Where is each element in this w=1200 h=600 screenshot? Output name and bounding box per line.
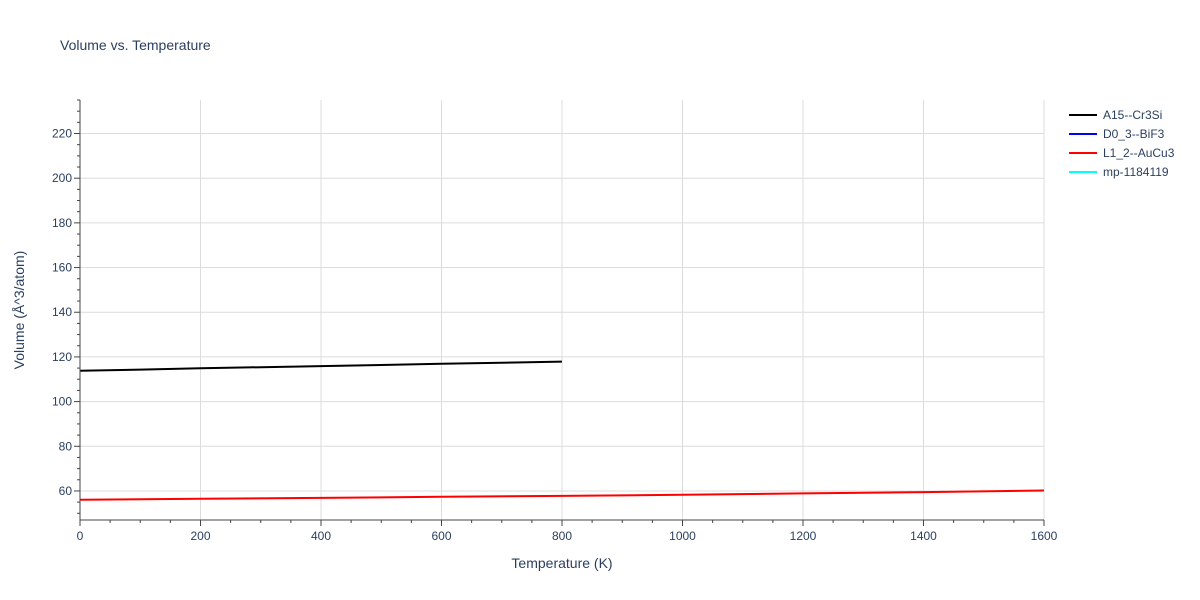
y-tick-label: 180: [52, 216, 72, 230]
y-tick-label: 160: [52, 261, 72, 275]
grid: [79, 100, 1045, 520]
x-tick-label: 1200: [790, 529, 817, 543]
y-tick-label: 120: [52, 350, 72, 364]
legend: A15--Cr3Si D0_3--BiF3 L1_2--AuCu3 mp-118411…: [1069, 108, 1175, 179]
x-tick-label: 1000: [669, 529, 696, 543]
legend-label-a15-cr3si: A15--Cr3Si: [1103, 108, 1162, 122]
axes: 0 200 400 600 800 1000 1200 1400 1600 60 80 100 120 1…: [52, 99, 1058, 543]
y-tick-label: 200: [52, 171, 72, 185]
y-tick-label: 100: [52, 395, 72, 409]
x-tick-label: 1400: [910, 529, 937, 543]
legend-label-mp-1184119: mp-1184119: [1103, 165, 1169, 179]
series-line-a15-cr3si: [79, 360, 563, 372]
x-tick-label: 200: [190, 529, 210, 543]
x-axis-title: Temperature (K): [511, 555, 612, 571]
legend-label-l1-2-aucu3: L1_2--AuCu3: [1103, 146, 1175, 160]
x-tick-label: 0: [77, 529, 84, 543]
x-tick-label: 800: [552, 529, 572, 543]
x-tick-label: 600: [431, 529, 451, 543]
y-tick-label: 220: [52, 127, 72, 141]
y-axis-title: Volume (Å^3/atom): [11, 251, 27, 370]
y-tick-label: 140: [52, 305, 72, 319]
series-line-l1-2-aucu3: [79, 489, 1045, 501]
chart-title: Volume vs. Temperature: [60, 37, 211, 53]
x-tick-label: 1600: [1031, 529, 1058, 543]
series-lines: [79, 360, 1045, 501]
y-tick-label: 60: [59, 484, 73, 498]
x-tick-label: 400: [311, 529, 331, 543]
y-tick-label: 80: [59, 439, 73, 453]
legend-label-d0-3-bif3: D0_3--BiF3: [1103, 127, 1165, 141]
